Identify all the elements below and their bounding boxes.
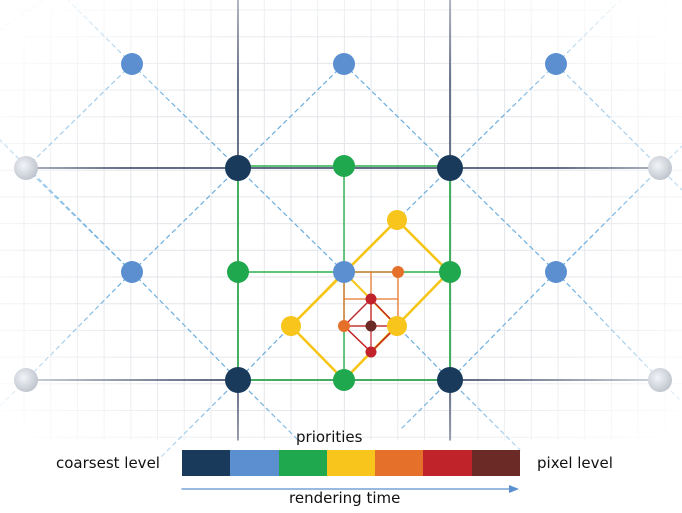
coarsest-level-label: coarsest level [56,454,160,472]
priority-swatch-2 [230,450,279,476]
rendering-time-arrow-head [509,485,519,493]
coarse-edge-node [648,368,672,392]
grid-nodes [14,53,672,393]
rendering-time-arrow [181,485,519,493]
coarsest-level-node [225,367,251,393]
coarsest-level-node [437,367,463,393]
coarse-edge-node [648,156,672,180]
second-level-node [333,53,355,75]
priorities-label: priorities [296,428,363,446]
coarse-edge-node [14,368,38,392]
priority-color-bar [182,450,520,476]
coarsest-level-node [225,155,251,181]
third-level-node [227,261,249,283]
fifth-level-node [392,266,404,278]
pixel-level-label: pixel level [537,454,613,472]
second-level-node [545,261,567,283]
rendering-time-label: rendering time [289,489,401,507]
priority-swatch-7 [471,450,520,476]
second-level-node [333,261,355,283]
second-level-node [121,53,143,75]
third-level-node [439,261,461,283]
third-level-node [333,369,355,391]
fourth-level-node [281,316,301,336]
coarse-edge-node [14,156,38,180]
fifth-level-node [338,320,350,332]
sixth-level-node [365,346,377,358]
second-level-node [545,53,567,75]
coarsest-level-node [437,155,463,181]
sixth-level-node [365,293,377,305]
priority-swatch-1 [182,450,231,476]
pixel-level-node [365,320,377,332]
fourth-level-node [387,316,407,336]
fourth-level-node [387,210,407,230]
priority-swatch-3 [278,450,327,476]
priority-swatch-4 [326,450,376,476]
priority-swatch-5 [375,450,424,476]
priority-swatch-6 [423,450,472,476]
second-level-node [121,261,143,283]
third-level-node [333,155,355,177]
